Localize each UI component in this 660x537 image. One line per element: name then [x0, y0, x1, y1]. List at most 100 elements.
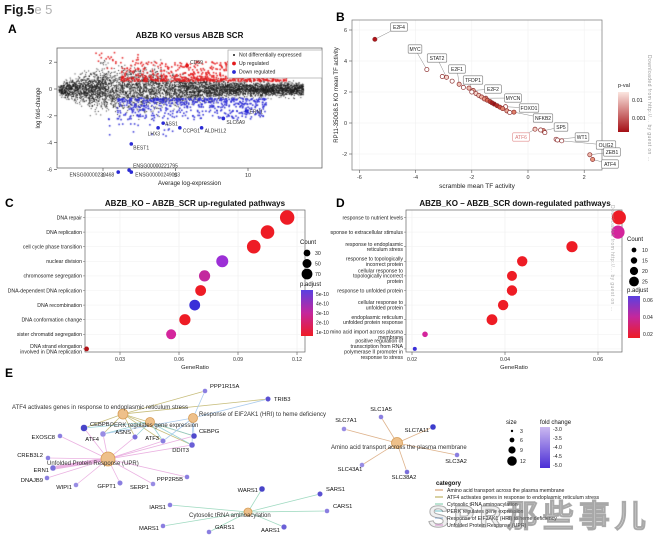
panel-d-letter: D — [336, 196, 345, 210]
svg-text:response to extracellular stim: response to extracellular stimulus — [330, 230, 403, 236]
svg-text:SLC43A1: SLC43A1 — [338, 467, 363, 473]
svg-text:response to nutrient levels: response to nutrient levels — [342, 215, 403, 221]
sidebar-watermark-text-2: Downloaded from http://... by guest on .… — [609, 205, 615, 312]
svg-text:chromosome segregation: chromosome segregation — [23, 274, 82, 280]
svg-text:RP11-350G8.5 KO mean TF activ: RP11-350G8.5 KO mean TF activity — [334, 47, 340, 142]
svg-text:sister chromatid segregation: sister chromatid segregation — [17, 332, 82, 338]
svg-text:2e-10: 2e-10 — [316, 321, 329, 327]
svg-text:DNA repair: DNA repair — [57, 215, 83, 221]
svg-text:nuclear division: nuclear division — [46, 259, 82, 265]
svg-text:0: 0 — [101, 173, 104, 179]
svg-text:Unfolded Protein Response (UPR: Unfolded Protein Response (UPR) — [47, 461, 139, 467]
svg-text:ATF6: ATF6 — [515, 135, 527, 141]
svg-text:category: category — [436, 481, 462, 487]
svg-text:0.09: 0.09 — [233, 357, 243, 363]
svg-text:log fold-change: log fold-change — [36, 87, 42, 129]
svg-text:0.02: 0.02 — [643, 332, 653, 338]
svg-text:WT1: WT1 — [577, 135, 588, 141]
svg-text:endoplasmic reticulum: endoplasmic reticulum — [351, 315, 403, 321]
svg-text:ENSG00000249003: ENSG00000249003 — [135, 173, 180, 179]
svg-text:CREB3L2: CREB3L2 — [17, 453, 43, 459]
svg-text:protein: protein — [387, 279, 403, 285]
svg-text:SLC3A2: SLC3A2 — [445, 459, 467, 465]
svg-text:scramble mean TF activity: scramble mean TF activity — [439, 183, 515, 190]
panel-a-plot: 0 5 10 2 0 -2 -4 -6 Average log-expression log fo… — [36, 47, 323, 187]
svg-text:GeneRatio: GeneRatio — [500, 365, 528, 370]
svg-text:2: 2 — [583, 175, 586, 181]
panel-c-plot: DNA repair DNA replication cell cycle phas… — [8, 209, 329, 370]
svg-text:LHX3: LHX3 — [148, 131, 161, 137]
svg-text:SLC7A11: SLC7A11 — [405, 428, 429, 434]
svg-text:SERP1: SERP1 — [130, 485, 149, 491]
svg-text:ALDH1L2: ALDH1L2 — [205, 128, 227, 134]
svg-text:0.04: 0.04 — [500, 357, 510, 363]
svg-text:MARS1: MARS1 — [139, 526, 159, 532]
svg-text:p.adjust: p.adjust — [300, 282, 321, 288]
svg-text:ENSG00000221795: ENSG00000221795 — [133, 164, 178, 170]
svg-text:Amino acid transport across th: Amino acid transport across the plasma m… — [447, 488, 564, 494]
svg-text:5e-10: 5e-10 — [316, 292, 329, 298]
svg-text:6: 6 — [520, 438, 523, 444]
svg-text:SARS1: SARS1 — [326, 487, 345, 493]
svg-text:-2: -2 — [342, 152, 347, 158]
svg-text:DNAJB9: DNAJB9 — [21, 478, 43, 484]
figure-label-overlay: Fig.5 — [4, 2, 35, 17]
svg-text:Down regulated: Down regulated — [239, 70, 275, 76]
svg-text:ATF4: ATF4 — [85, 437, 100, 443]
svg-text:cell cycle phase transition: cell cycle phase transition — [23, 245, 82, 251]
svg-text:ATF4 activates genes in respon: ATF4 activates genes in response to endo… — [12, 405, 188, 411]
svg-text:ZEB1: ZEB1 — [606, 150, 619, 156]
svg-text:0.02: 0.02 — [407, 357, 417, 363]
svg-text:30: 30 — [315, 251, 321, 257]
svg-text:SP5: SP5 — [556, 125, 566, 131]
svg-text:Count: Count — [300, 240, 316, 246]
svg-text:Response of EIF2AK1 (HRI) to h: Response of EIF2AK1 (HRI) to heme defici… — [447, 516, 557, 522]
panel-b-plot: -6 -4 -2 0 2 -2 0 2 4 6 scramble mean TF activity R… — [334, 19, 646, 190]
svg-text:-5.0: -5.0 — [553, 463, 562, 469]
svg-text:12: 12 — [520, 459, 526, 465]
panel-e-network: ATF4 activates genes in response to endo… — [12, 384, 600, 535]
svg-text:E2F1: E2F1 — [451, 67, 463, 73]
svg-text:ATF4: ATF4 — [604, 162, 616, 168]
svg-text:response to topologically: response to topologically — [346, 256, 404, 262]
svg-text:CEBPG: CEBPG — [199, 429, 220, 435]
svg-text:IARS1: IARS1 — [149, 505, 166, 511]
svg-text:Cytosolic tRNA aminoacylation: Cytosolic tRNA aminoacylation — [189, 513, 271, 519]
svg-text:-2: -2 — [47, 114, 52, 120]
svg-text:6: 6 — [344, 28, 347, 34]
svg-text:GeneRatio: GeneRatio — [181, 365, 209, 370]
svg-text:response to stress: response to stress — [361, 355, 404, 361]
svg-text:5: 5 — [174, 173, 177, 179]
svg-text:0.06: 0.06 — [643, 298, 653, 304]
svg-text:-2: -2 — [469, 175, 474, 181]
svg-text:DNA strand elongation: DNA strand elongation — [30, 344, 82, 350]
svg-text:response to endoplasmic: response to endoplasmic — [345, 242, 403, 248]
svg-text:NFKB2: NFKB2 — [535, 116, 551, 122]
svg-text:9: 9 — [520, 448, 523, 454]
svg-text:3: 3 — [520, 429, 523, 435]
svg-text:cellular response to: cellular response to — [358, 268, 403, 274]
svg-text:0: 0 — [526, 175, 529, 181]
svg-text:DNA replication: DNA replication — [46, 230, 82, 236]
svg-text:0.04: 0.04 — [643, 315, 653, 321]
svg-text:Not differentially expressed: Not differentially expressed — [239, 53, 302, 59]
svg-text:-6: -6 — [357, 175, 362, 181]
svg-text:0.03: 0.03 — [115, 357, 125, 363]
panel-c-title: ABZB_KO – ABZB_SCR up-regulated pathways — [104, 199, 286, 208]
svg-text:WARS1: WARS1 — [238, 488, 258, 494]
svg-text:4: 4 — [344, 59, 347, 65]
svg-text:WIPI1: WIPI1 — [56, 485, 72, 491]
svg-text:membrane: membrane — [378, 335, 403, 341]
svg-text:DNA conformation change: DNA conformation change — [21, 318, 82, 324]
svg-text:15: 15 — [642, 259, 648, 265]
svg-text:CEBPB: CEBPB — [90, 422, 110, 428]
svg-text:unfolded protein response: unfolded protein response — [343, 320, 403, 326]
svg-text:FOXO1: FOXO1 — [521, 106, 538, 112]
svg-text:Up regulated: Up regulated — [239, 61, 269, 67]
panel-d-title: ABZB_KO – ABZB_SCR down-regulated pathwa… — [419, 199, 611, 208]
svg-text:Unfolded Protein Response (UPR: Unfolded Protein Response (UPR) — [447, 523, 527, 529]
svg-text:STAT2: STAT2 — [430, 56, 445, 62]
svg-text:PPP1R15A: PPP1R15A — [210, 384, 239, 390]
svg-text:BEST1: BEST1 — [133, 145, 149, 151]
